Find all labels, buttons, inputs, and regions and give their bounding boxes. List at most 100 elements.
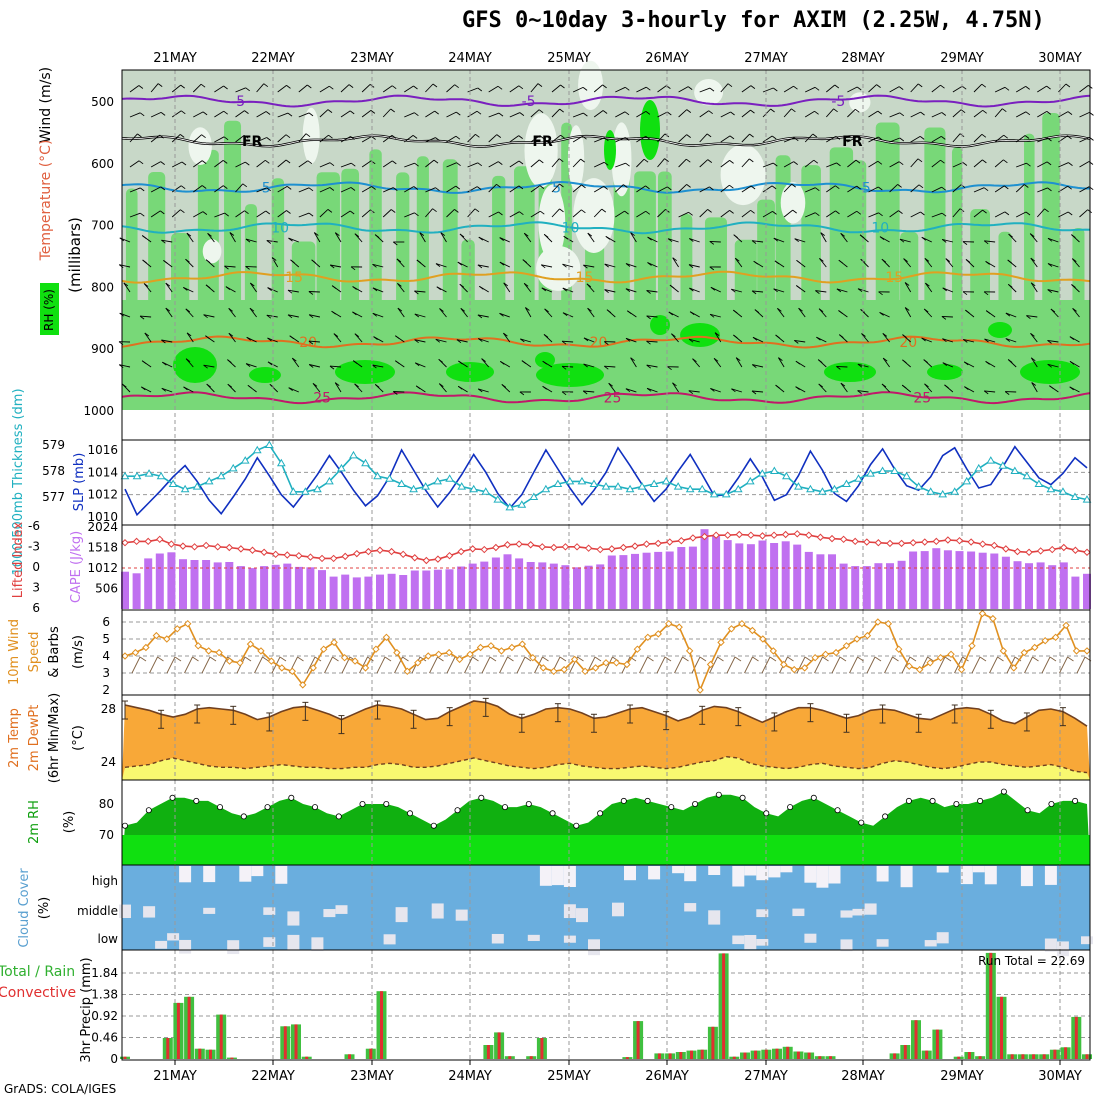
wind-barb-flag [878, 186, 883, 191]
cape-bar [804, 551, 813, 609]
lifted-index-marker [677, 536, 686, 545]
wind-barb-flag [647, 262, 652, 266]
lifted-index-marker [747, 531, 755, 539]
wind-barb-flag [161, 239, 166, 244]
wind-barb [404, 112, 415, 118]
rh-dry-patch [720, 144, 766, 206]
wind-barb [630, 357, 637, 368]
wind-barb [541, 264, 553, 268]
thickness-marker [637, 482, 647, 490]
wind-barb [425, 137, 436, 143]
date-label-bottom: 29MAY [940, 1069, 984, 1084]
thickness-marker [1022, 471, 1032, 480]
wind-barb [720, 83, 729, 93]
wind-barb-flag [834, 84, 840, 89]
wind-barb-flag [391, 135, 397, 139]
wind-barb-flag [157, 83, 163, 87]
wind-speed-marker [497, 647, 506, 655]
wind-barb [467, 87, 478, 93]
wind-barb-flag [773, 162, 778, 167]
cape-bar [828, 554, 836, 609]
wind-speed-marker [999, 647, 1008, 655]
lifted-index-marker [990, 541, 998, 550]
cloud-clear-cell [551, 866, 564, 886]
temperature-area [122, 701, 1090, 780]
pressure-tick-label: 800 [91, 280, 114, 294]
wind-barb-flag [1044, 208, 1049, 213]
surface-wind-barb [219, 656, 228, 674]
wind-barb [1058, 83, 1067, 93]
cape-bar [677, 547, 686, 609]
thickness-marker [685, 484, 695, 493]
wind-barb-flag [709, 241, 715, 245]
cape-bar [445, 569, 454, 609]
wind-barb-flag [707, 159, 713, 163]
wind-barb-flag [123, 282, 129, 287]
cape-bar [1001, 556, 1010, 609]
wind-barb-flag [941, 316, 947, 320]
wind-barb [604, 289, 616, 293]
wind-barb-flag [476, 110, 482, 115]
wind-barb [899, 238, 911, 243]
wind-barb [214, 185, 224, 193]
wind-barb-flag [881, 258, 887, 263]
lifted-index-marker [376, 546, 384, 554]
wind-barb-flag [327, 109, 333, 113]
surface-wind-barb-flag [892, 656, 899, 662]
lifted-index-marker [237, 545, 245, 553]
wind-barb-flag [242, 183, 248, 188]
wind-barb-flag [539, 135, 545, 139]
wind-barb-flag [561, 365, 567, 370]
thickness-marker [794, 482, 803, 490]
dewpoint-area [122, 756, 1090, 780]
wind-barb-flag [794, 238, 799, 243]
cape-bar [990, 553, 999, 609]
wind-barb-flag [558, 158, 564, 163]
wind-barb-flag [459, 233, 465, 238]
wind-speed-marker [225, 657, 234, 665]
wind-barb [1037, 85, 1047, 93]
wind-barb [984, 240, 996, 243]
wind-barb [509, 211, 520, 218]
surface-wind-barb [429, 656, 438, 674]
wind-barb-flag [560, 134, 565, 139]
wind10m-frame [121, 609, 1091, 696]
wind-barb-flag [1047, 289, 1052, 293]
cloud-row-label-high: high [92, 874, 118, 888]
wind-barb-flag [142, 259, 147, 264]
wind-barb-flag [503, 282, 508, 287]
wind-barb-flag [773, 288, 778, 293]
wind-barb-flag [271, 257, 277, 261]
wind-barb [129, 212, 141, 218]
wind-barb-flag [1067, 135, 1072, 140]
wind-barb-flag [836, 366, 841, 370]
lifted-index-marker [723, 531, 732, 539]
wind-barb [583, 390, 595, 393]
cape-bar [213, 562, 222, 609]
temp-contour-label: 20 [299, 335, 317, 351]
rh-marker [549, 810, 556, 817]
wind-speed-marker [905, 662, 913, 670]
li-tick-label: -6 [28, 519, 40, 533]
rh-marker [715, 791, 722, 798]
date-label-bottom: 30MAY [1038, 1069, 1082, 1084]
wind-barb-flag [455, 135, 461, 140]
wind-barb-flag [603, 161, 609, 166]
wind-barb-flag [857, 390, 862, 394]
wind-barb [1005, 312, 1017, 318]
wind-barb-flag [878, 291, 883, 296]
surface-wind-barb-flag [857, 656, 864, 662]
cape-bar [781, 541, 790, 609]
cloud-clear-cell [936, 932, 949, 944]
wind-barb-flag [438, 358, 443, 363]
wind-barb-flag [352, 286, 357, 290]
precip-convective-bar [711, 1026, 715, 1060]
thickness-marker [228, 463, 238, 472]
wind-barb [509, 112, 521, 118]
rh-marker [763, 810, 770, 817]
wind-barb-flag [923, 308, 929, 313]
temp-contour-line [121, 180, 1090, 194]
cape-bar [700, 529, 709, 609]
thickness-marker [168, 479, 178, 487]
